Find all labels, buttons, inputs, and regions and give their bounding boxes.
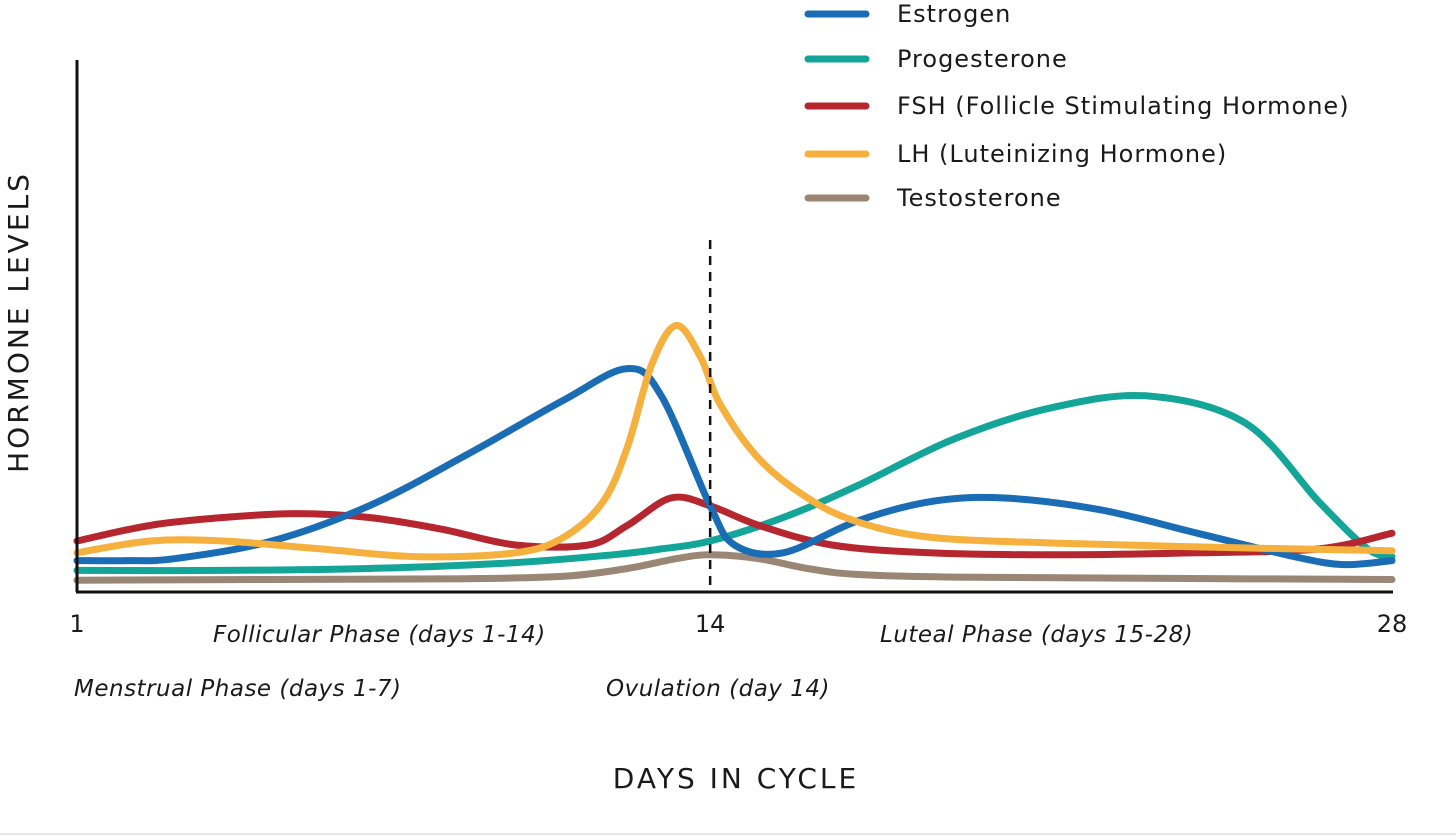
series-line-fsh [73,493,1396,559]
x-tick-label-14: 14 [695,610,726,638]
follicular-phase-label: Follicular Phase (days 1-14) [213,622,546,648]
luteal-phase-label: Luteal Phase (days 15-28) [880,622,1193,648]
menstrual-phase-label: Menstrual Phase (days 1-7) [74,676,402,702]
x-axis-title: DAYS IN CYCLE [613,762,859,795]
x-tick-labels: 1 14 28 [69,610,1407,638]
legend: Estrogen Progesterone FSH (Follicle Stimul… [804,0,1350,212]
legend-label-estrogen: Estrogen [897,0,1011,28]
x-tick-label-28: 28 [1377,610,1408,638]
ovulation-label: Ovulation (day 14) [606,676,830,702]
series-line-progesterone [73,392,1396,575]
series-layer [73,321,1396,584]
legend-label-lh: LH (Luteinizing Hormone) [897,140,1227,168]
legend-label-fsh: FSH (Follicle Stimulating Hormone) [897,92,1350,120]
series-line-testosterone [73,551,1396,584]
legend-label-progesterone: Progesterone [897,45,1068,73]
y-axis-title: HORMONE LEVELS [2,171,35,473]
legend-label-testosterone: Testosterone [896,184,1062,212]
x-tick-label-1: 1 [69,610,84,638]
series-line-lh [73,321,1396,561]
series-line-estrogen [73,365,1396,569]
